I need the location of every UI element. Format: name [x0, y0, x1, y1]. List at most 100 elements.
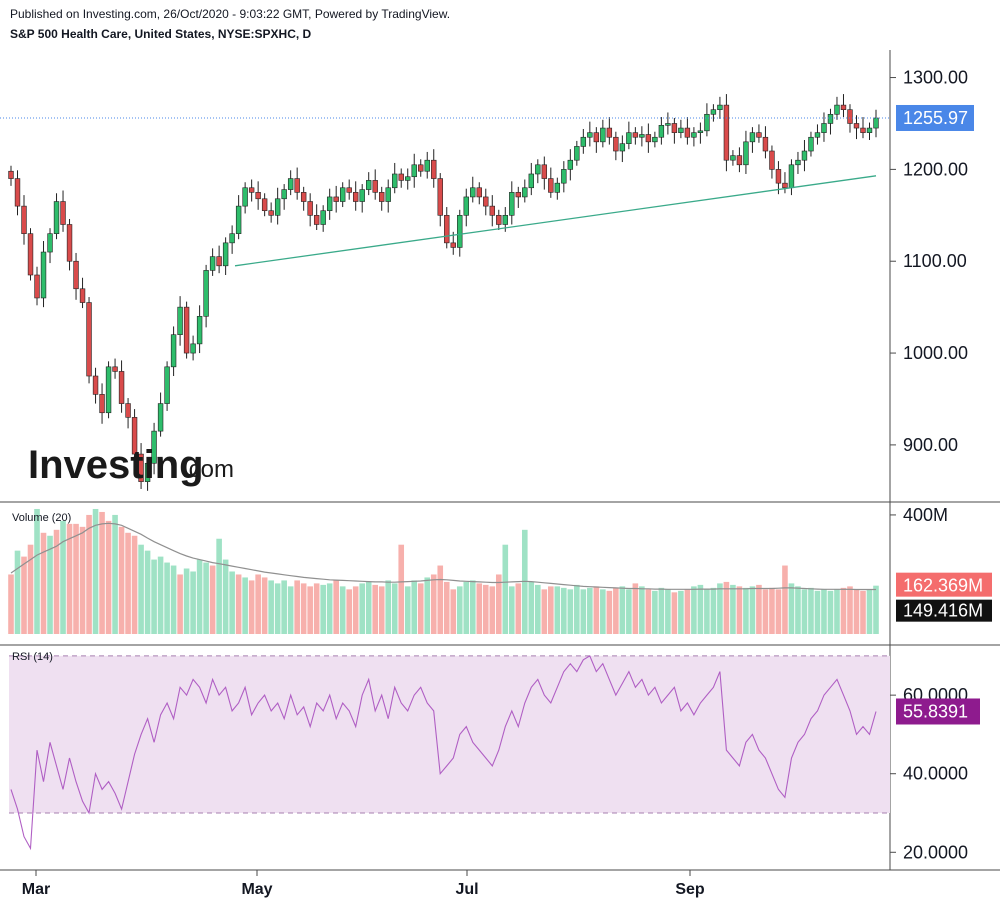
price-tick-label: 1100.00 [903, 251, 967, 271]
candle [229, 225, 235, 254]
volume-bar [541, 589, 548, 634]
volume-bar [450, 589, 457, 634]
month-tick-label: Sep [675, 881, 705, 898]
rsi-value-badge [896, 698, 980, 725]
volume-bar [164, 562, 170, 634]
volume-bar [827, 590, 834, 634]
volume-bar [294, 580, 300, 634]
candle [788, 159, 795, 196]
candle [489, 195, 495, 227]
volume-bar [378, 586, 385, 634]
candle [775, 161, 782, 195]
volume-bar [118, 526, 125, 634]
candle [593, 127, 600, 153]
last-price-label: 1255.97 [903, 108, 968, 128]
volume-bar [92, 508, 99, 634]
volume-bar [834, 589, 840, 634]
volume-bar [801, 589, 808, 634]
volume-bar [144, 550, 151, 634]
candle [496, 209, 502, 230]
volume-bar [320, 584, 326, 634]
volume-bar [352, 586, 359, 634]
candle [684, 117, 691, 145]
candle [125, 398, 131, 429]
logo-main-text: Investing [28, 443, 204, 487]
candle [717, 96, 723, 119]
volume-bar [495, 574, 502, 634]
volume-bar [528, 581, 535, 634]
volume-bar [652, 590, 658, 634]
volume-bar [632, 583, 639, 634]
volume-ma-badge [896, 599, 992, 622]
volume-bar [782, 565, 788, 634]
candle [79, 277, 86, 309]
volume-bar [456, 586, 463, 634]
volume-tick-label: 400M [903, 505, 948, 525]
candle [632, 127, 639, 145]
volume-bar [183, 568, 190, 634]
candle [73, 252, 79, 300]
volume-bar [508, 586, 515, 634]
candle [14, 170, 21, 216]
candle [418, 159, 424, 177]
volume-bar [125, 532, 131, 634]
volume-bar [40, 532, 47, 634]
volume-title: Volume (20) [12, 512, 71, 524]
candle [8, 165, 14, 186]
volume-bar [151, 559, 157, 634]
volume-bar [14, 550, 21, 634]
candle [307, 193, 313, 227]
volume-bar [339, 586, 346, 634]
volume-bar [639, 586, 645, 634]
candle [762, 126, 769, 159]
volume-bar [548, 586, 554, 634]
volume-bar [417, 583, 424, 634]
volume-ma-label: 149.416M [903, 601, 983, 621]
candle [561, 161, 567, 193]
candle [483, 188, 489, 216]
volume-bar [430, 574, 437, 634]
candle [613, 131, 619, 161]
candle [248, 179, 255, 202]
volume-bar [521, 529, 528, 634]
candle [743, 130, 749, 174]
candle [652, 131, 658, 148]
candle [535, 159, 541, 184]
volume-bar [795, 586, 801, 634]
volume-bar [34, 508, 40, 634]
volume-bar [261, 577, 268, 634]
candle [814, 124, 821, 145]
candle [749, 127, 756, 153]
candle [801, 140, 808, 172]
candle [339, 182, 346, 208]
candle [424, 151, 430, 179]
volume-ma-line [10, 522, 876, 591]
volume-bar [411, 580, 418, 634]
volume-bar [665, 589, 671, 634]
candle [372, 169, 378, 200]
logo-suffix-text: .com [182, 456, 234, 483]
candle [626, 121, 632, 150]
volume-bar [613, 587, 619, 634]
volume-bar [645, 589, 652, 634]
volume-bar [242, 577, 248, 634]
candle [437, 173, 443, 227]
candle [105, 361, 112, 419]
rsi-tick-label: 40.0000 [903, 764, 968, 784]
candle [821, 112, 827, 142]
candle [151, 422, 157, 475]
volume-bar [482, 584, 489, 634]
volume-bar [606, 590, 613, 634]
candle [723, 94, 730, 172]
candle [352, 181, 359, 211]
candle [261, 193, 268, 217]
candle [678, 119, 684, 139]
volume-bar [808, 587, 814, 634]
candle [470, 176, 476, 203]
volume-bar [535, 584, 541, 634]
candle [131, 409, 138, 460]
candle [99, 383, 105, 424]
candle [756, 124, 762, 143]
volume-bar [307, 586, 313, 634]
